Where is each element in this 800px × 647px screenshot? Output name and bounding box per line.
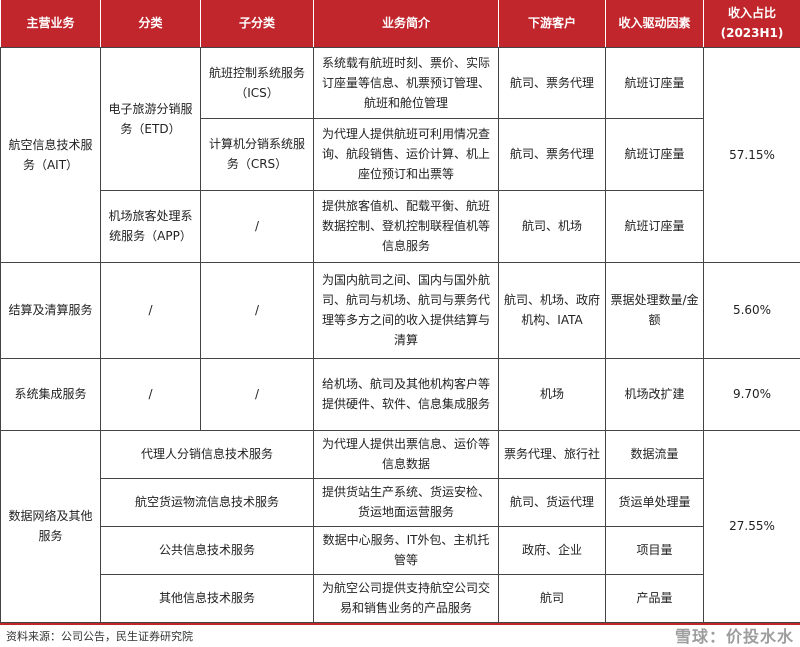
driver-cell: 机场改扩建 — [606, 358, 704, 430]
share-cell: 9.70% — [704, 358, 800, 430]
category-cell: 公共信息技术服务 — [101, 526, 314, 574]
description-cell: 提供货站生产系统、货运安检、货运地面运营服务 — [314, 478, 499, 526]
share-cell: 5.60% — [704, 262, 800, 358]
table-row: 航空货运物流信息技术服务 提供货站生产系统、货运安检、货运地面运营服务 航司、货… — [1, 478, 800, 526]
description-cell: 系统载有航班时刻、票价、实际订座量等信息、机票预订管理、航班和舱位管理 — [314, 47, 499, 118]
customer-cell: 机场 — [499, 358, 606, 430]
header-share: 收入占比 (2023H1) — [704, 0, 800, 47]
customer-cell: 票务代理、旅行社 — [499, 430, 606, 478]
description-cell: 给机场、航司及其他机构客户等提供硬件、软件、信息集成服务 — [314, 358, 499, 430]
table-row: 系统集成服务 / / 给机场、航司及其他机构客户等提供硬件、软件、信息集成服务 … — [1, 358, 800, 430]
category-cell: 航空货运物流信息技术服务 — [101, 478, 314, 526]
source-note: 资料来源：公司公告，民生证券研究院 — [6, 628, 193, 646]
category-cell: / — [101, 358, 201, 430]
subcategory-cell: 计算机分销系统服务（CRS） — [201, 118, 314, 190]
table-row: 数据网络及其他服务 代理人分销信息技术服务 为代理人提供出票信息、运价等信息数据… — [1, 430, 800, 478]
header-share-period: (2023H1) — [721, 26, 784, 40]
driver-cell: 航班订座量 — [606, 47, 704, 118]
description-cell: 为国内航司之间、国内与国外航司、航司与机场、航司与票务代理等多方之间的收入提供结… — [314, 262, 499, 358]
customer-cell: 航司 — [499, 574, 606, 622]
table-row: 航空信息技术服务（AIT） 电子旅游分销服务（ETD） 航班控制系统服务（ICS… — [1, 47, 800, 118]
header-driver: 收入驱动因素 — [606, 0, 704, 47]
header-category: 分类 — [101, 0, 201, 47]
main-cell: 系统集成服务 — [1, 358, 101, 430]
table-row: 其他信息技术服务 为航空公司提供支持航空公司交易和销售业务的产品服务 航司 产品… — [1, 574, 800, 622]
share-cell: 27.55% — [704, 430, 800, 622]
category-cell: 其他信息技术服务 — [101, 574, 314, 622]
description-cell: 为代理人提供航班可利用情况查询、航段销售、运价计算、机上座位预订和出票等 — [314, 118, 499, 190]
main-cell: 结算及清算服务 — [1, 262, 101, 358]
main-cell: 数据网络及其他服务 — [1, 430, 101, 622]
description-cell: 数据中心服务、IT外包、主机托管等 — [314, 526, 499, 574]
description-cell: 为航空公司提供支持航空公司交易和销售业务的产品服务 — [314, 574, 499, 622]
driver-cell: 数据流量 — [606, 430, 704, 478]
driver-cell: 项目量 — [606, 526, 704, 574]
subcategory-cell: / — [201, 262, 314, 358]
category-cell: 代理人分销信息技术服务 — [101, 430, 314, 478]
customer-cell: 航司、货运代理 — [499, 478, 606, 526]
subcategory-cell: 航班控制系统服务（ICS） — [201, 47, 314, 118]
table-row: 结算及清算服务 / / 为国内航司之间、国内与国外航司、航司与机场、航司与票务代… — [1, 262, 800, 358]
category-cell: 机场旅客处理系统服务（APP） — [101, 190, 201, 262]
table-row: 机场旅客处理系统服务（APP） / 提供旅客值机、配载平衡、航班数据控制、登机控… — [1, 190, 800, 262]
driver-cell: 航班订座量 — [606, 190, 704, 262]
header-customer: 下游客户 — [499, 0, 606, 47]
business-table: 主营业务 分类 子分类 业务简介 下游客户 收入驱动因素 收入占比 (2023H1… — [0, 0, 800, 623]
category-cell: / — [101, 262, 201, 358]
header-description: 业务简介 — [314, 0, 499, 47]
footer: 资料来源：公司公告，民生证券研究院 雪球：价投水水 — [0, 625, 800, 647]
customer-cell: 航司、票务代理 — [499, 118, 606, 190]
customer-cell: 航司、机场 — [499, 190, 606, 262]
driver-cell: 货运单处理量 — [606, 478, 704, 526]
driver-cell: 航班订座量 — [606, 118, 704, 190]
header-subcategory: 子分类 — [201, 0, 314, 47]
category-cell: 电子旅游分销服务（ETD） — [101, 47, 201, 190]
subcategory-cell: / — [201, 358, 314, 430]
customer-cell: 航司、票务代理 — [499, 47, 606, 118]
subcategory-cell: / — [201, 190, 314, 262]
main-cell: 航空信息技术服务（AIT） — [1, 47, 101, 262]
customer-cell: 航司、机场、政府机构、IATA — [499, 262, 606, 358]
customer-cell: 政府、企业 — [499, 526, 606, 574]
header-row: 主营业务 分类 子分类 业务简介 下游客户 收入驱动因素 收入占比 (2023H1… — [1, 0, 800, 47]
description-cell: 为代理人提供出票信息、运价等信息数据 — [314, 430, 499, 478]
driver-cell: 产品量 — [606, 574, 704, 622]
description-cell: 提供旅客值机、配载平衡、航班数据控制、登机控制联程值机等信息服务 — [314, 190, 499, 262]
header-share-label: 收入占比 — [728, 6, 776, 20]
header-main: 主营业务 — [1, 0, 101, 47]
driver-cell: 票据处理数量/金额 — [606, 262, 704, 358]
share-cell: 57.15% — [704, 47, 800, 262]
table-row: 公共信息技术服务 数据中心服务、IT外包、主机托管等 政府、企业 项目量 — [1, 526, 800, 574]
